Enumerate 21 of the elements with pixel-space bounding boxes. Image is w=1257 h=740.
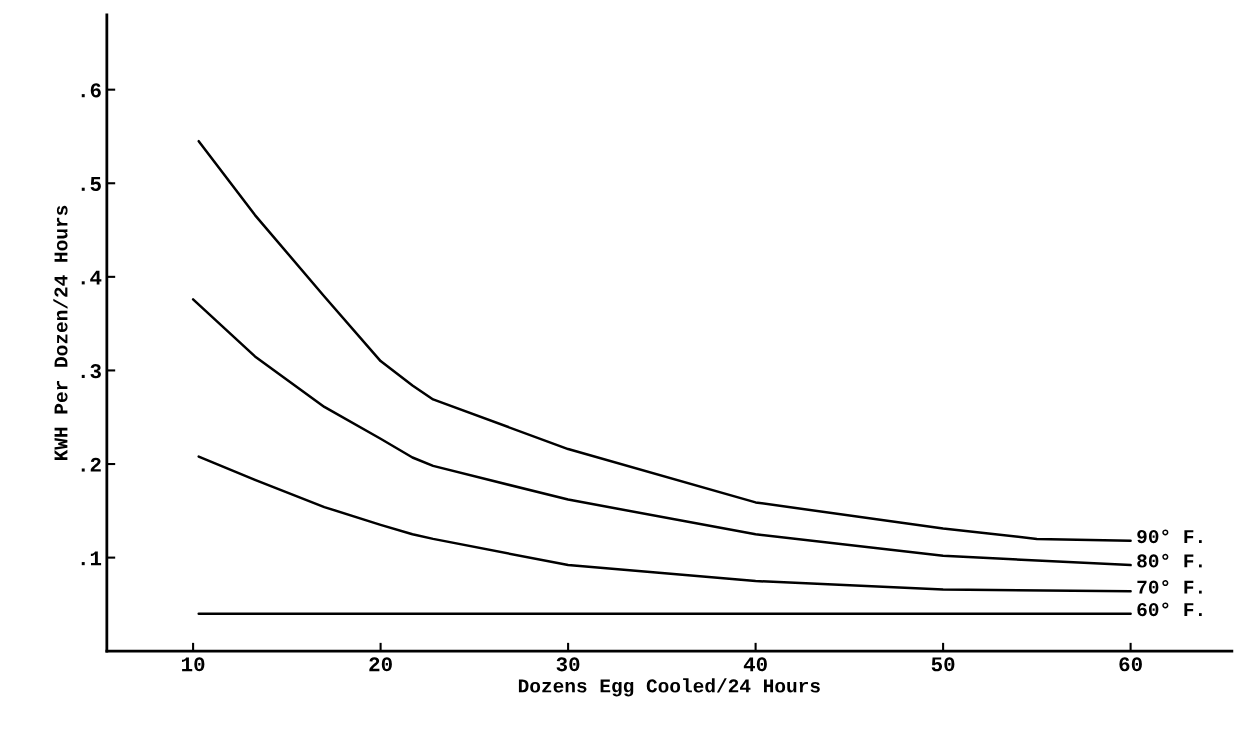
x-axis-title: Dozens Egg Cooled/24 Hours xyxy=(518,678,820,697)
x-tick-label: 50 xyxy=(931,657,955,672)
line-series xyxy=(197,455,1132,593)
y-tick-label: .1 xyxy=(81,551,102,566)
x-tick-label: 20 xyxy=(369,657,392,672)
line-series xyxy=(197,139,1132,543)
x-tick-label: 30 xyxy=(556,657,580,672)
series-label: 60° F. xyxy=(1137,602,1202,617)
y-tick-label: .4 xyxy=(81,270,102,285)
line-series xyxy=(191,298,1132,567)
series-label: 70° F. xyxy=(1137,580,1202,594)
series-label: 80° F. xyxy=(1137,553,1202,568)
y-tick-label: .2 xyxy=(81,457,101,472)
y-tick-label: .6 xyxy=(81,83,101,98)
y-axis-title: KWH Per Dozen/24 Hours xyxy=(53,205,68,461)
x-tick-label: 10 xyxy=(182,657,205,672)
y-tick-label: .5 xyxy=(81,177,101,192)
series-label: 90° F. xyxy=(1137,529,1202,544)
y-tick-label: .3 xyxy=(81,364,101,379)
x-tick-label: 60 xyxy=(1119,657,1142,672)
x-tick-label: 40 xyxy=(743,657,767,672)
